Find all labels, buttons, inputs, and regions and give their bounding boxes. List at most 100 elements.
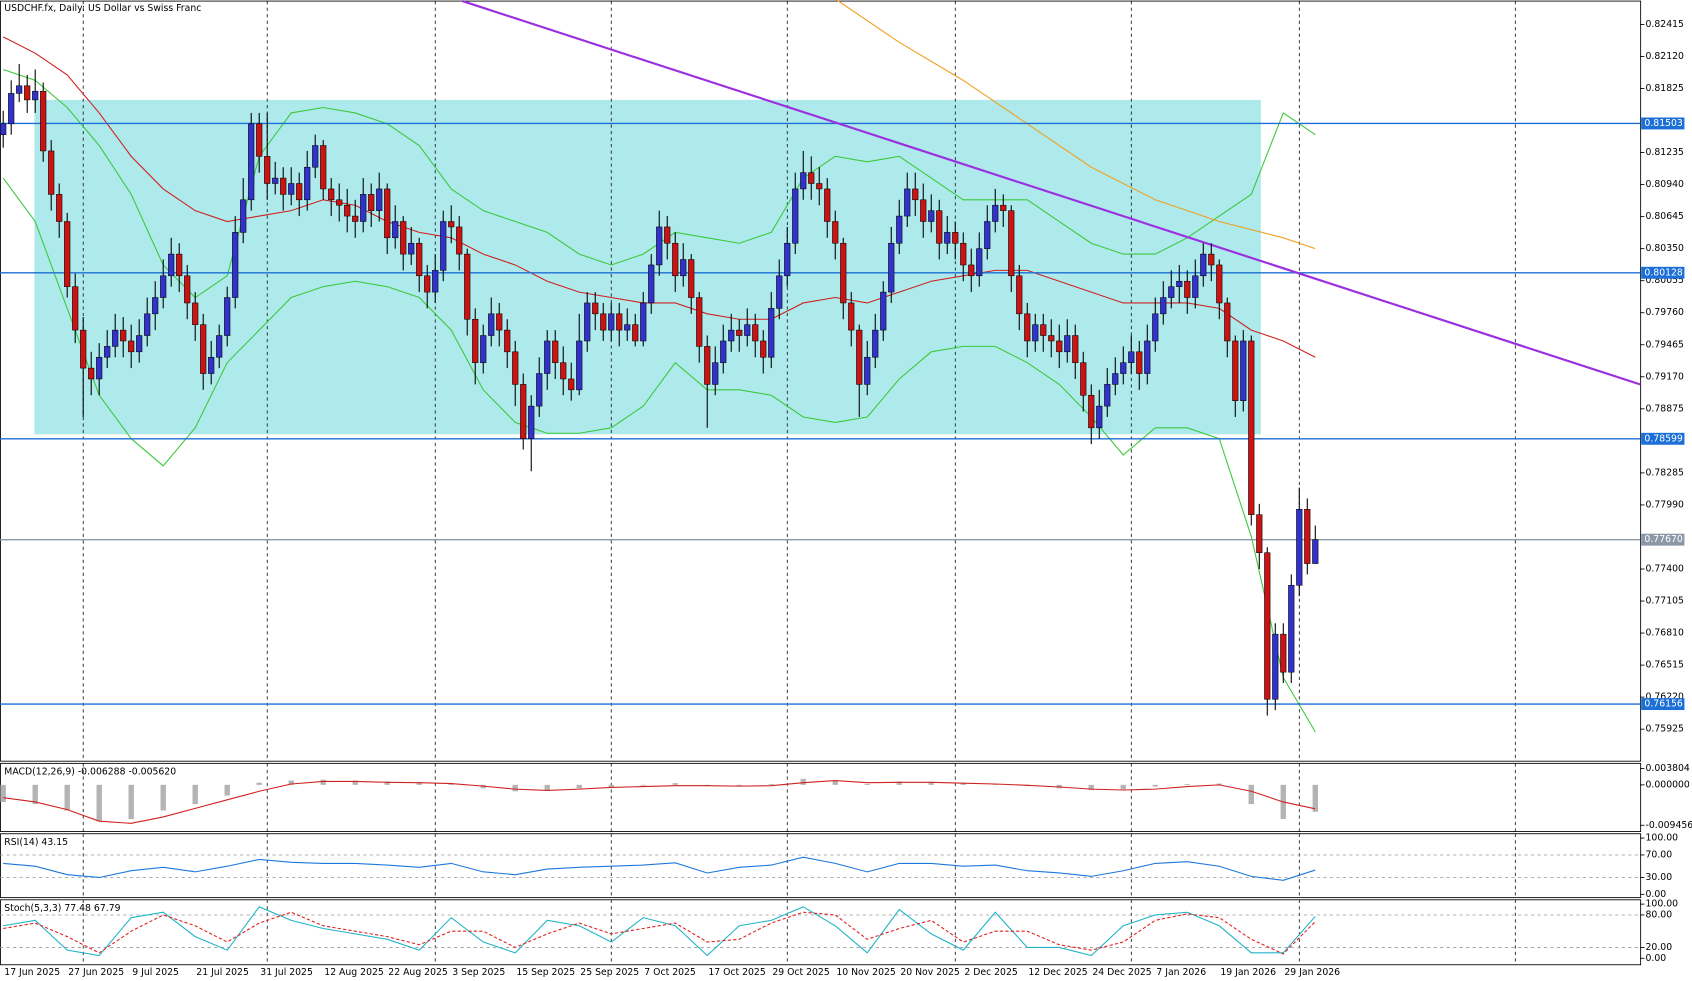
candle-body: [936, 210, 943, 244]
candle-body: [128, 340, 135, 353]
level-label: 0.78599: [1644, 433, 1683, 444]
candle-body: [600, 313, 607, 331]
candle-body: [368, 194, 375, 211]
candle-body: [416, 242, 423, 277]
candle-body: [880, 291, 887, 331]
candle-body: [776, 275, 783, 309]
macd-bar: [1216, 783, 1222, 785]
y-tick-label: 0.76810: [1646, 628, 1685, 639]
candle-body: [632, 324, 639, 342]
x-tick-label: 25 Sep 2025: [580, 967, 639, 978]
level-label-box: [1641, 533, 1685, 546]
macd-bar: [576, 784, 582, 789]
macd-bar: [800, 778, 806, 785]
candle-body: [248, 123, 255, 201]
candle-body: [320, 145, 327, 190]
candle-body: [504, 329, 511, 353]
candle-body: [1168, 286, 1175, 298]
candle-body: [72, 286, 79, 331]
candle-body: [1184, 280, 1191, 298]
candle-body: [184, 275, 191, 304]
candle-body: [1192, 275, 1199, 298]
y-tick-label: 0.79170: [1646, 371, 1685, 382]
candle-body: [192, 302, 199, 325]
candle-body: [64, 221, 71, 287]
candle-body: [408, 242, 415, 255]
candle-body: [720, 340, 727, 363]
candle-body: [944, 232, 951, 244]
y-tick-label: 20.00: [1646, 942, 1673, 953]
macd-bar: [896, 781, 902, 785]
candle-body: [16, 85, 23, 94]
candle-body: [552, 340, 559, 363]
y-tick-label: 0.80940: [1646, 179, 1685, 190]
candle-body: [384, 188, 391, 239]
candle-body: [1016, 275, 1023, 315]
y-tick-label: 0.76515: [1646, 660, 1685, 671]
level-label-box: [1641, 117, 1685, 130]
candle-body: [1176, 280, 1183, 287]
x-tick-label: 19 Jan 2026: [1220, 967, 1276, 978]
candle-body: [1024, 313, 1031, 342]
candle-body: [1256, 514, 1263, 553]
macd-bar: [960, 783, 966, 785]
x-tick-label: 20 Nov 2025: [900, 967, 960, 978]
candle-body: [744, 324, 751, 336]
x-tick-label: 7 Jan 2026: [1156, 967, 1206, 978]
candle-body: [264, 156, 271, 184]
y-tick-label: 0.82415: [1646, 19, 1685, 30]
candle-body: [336, 199, 343, 206]
level-label: 0.81503: [1644, 118, 1683, 129]
macd-bar: [736, 784, 742, 787]
macd-bar: [1088, 784, 1094, 790]
y-tick-label: 0.82120: [1646, 51, 1685, 62]
y-tick-label: 100.00: [1646, 899, 1679, 910]
trendline: [462, 0, 1641, 386]
macd-bar: [352, 780, 358, 785]
candle-body: [88, 367, 95, 380]
candle-body: [8, 93, 15, 125]
candle-body: [808, 172, 815, 184]
level-label-box: [1641, 432, 1685, 445]
candle-body: [400, 221, 407, 255]
candle-body: [1296, 509, 1303, 586]
macd-bar: [1248, 784, 1254, 805]
candle-body: [576, 340, 583, 391]
candle-body: [1208, 253, 1215, 266]
indicator-line: [2, 36, 1316, 358]
candle-body: [1104, 384, 1111, 407]
candle-body: [1200, 253, 1207, 277]
candle-body: [1064, 335, 1071, 353]
candle-body: [304, 166, 311, 201]
candle-body: [352, 215, 359, 222]
x-tick-label: 31 Jul 2025: [260, 967, 313, 978]
candle-body: [640, 302, 647, 342]
y-tick-label: 0.77400: [1646, 563, 1685, 574]
y-tick-label: 80.00: [1646, 909, 1673, 920]
level-label: 0.80128: [1644, 267, 1683, 278]
candle-body: [1048, 335, 1055, 342]
candle-body: [968, 264, 975, 277]
candle-body: [928, 210, 935, 222]
candle-body: [832, 221, 839, 244]
y-tick-label: 0.00: [1646, 953, 1667, 964]
y-tick-label: 70.00: [1646, 849, 1673, 860]
candle-body: [800, 172, 807, 190]
macd-bar: [1152, 784, 1158, 787]
macd-bar: [192, 784, 198, 805]
candle-body: [1088, 394, 1095, 429]
candle-body: [672, 242, 679, 277]
candle-body: [904, 188, 911, 217]
candle-body: [1080, 362, 1087, 396]
candle-body: [432, 270, 439, 293]
candle-body: [240, 199, 247, 233]
candle-body: [448, 221, 455, 228]
candle-body: [160, 275, 167, 298]
macd-bar: [160, 784, 166, 811]
macd-bar: [128, 784, 134, 820]
x-tick-label: 21 Jul 2025: [196, 967, 249, 978]
candle-body: [472, 318, 479, 363]
macd-bar: [1120, 784, 1126, 790]
macd-bar: [544, 784, 550, 790]
